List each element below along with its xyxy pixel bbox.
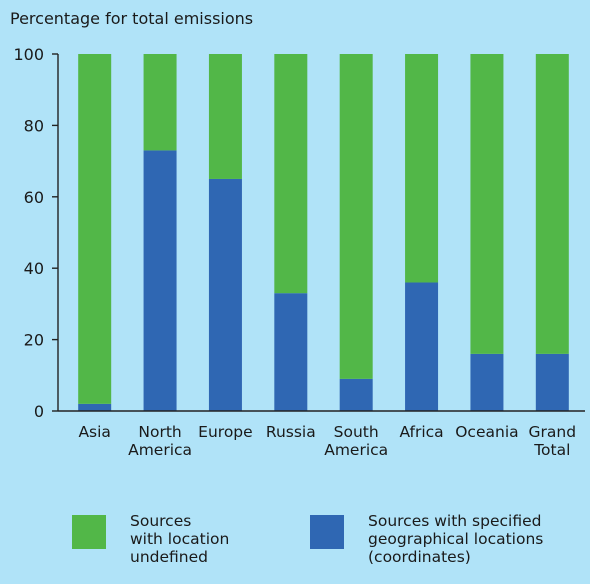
x-tick-label: Grand Total xyxy=(529,423,577,459)
y-tick-label: 0 xyxy=(34,402,44,421)
bar-specified-locations xyxy=(470,353,504,411)
legend-swatch-blue xyxy=(310,515,344,549)
legend-label-specified-locations: Sources with specified geographical loca… xyxy=(368,512,544,566)
bar-specified-locations xyxy=(208,178,242,411)
bar-location-undefined xyxy=(470,54,504,354)
bar-specified-locations xyxy=(339,378,373,411)
x-tick-label: Oceania xyxy=(455,423,518,441)
legend-item-location-undefined: Sources with location undefined xyxy=(72,512,229,566)
x-tick-label: Asia xyxy=(78,423,110,441)
x-axis: Asia North America Europe Russia South America… xyxy=(58,410,585,459)
bar-specified-locations xyxy=(274,293,308,411)
x-tick-label: South America xyxy=(324,423,388,459)
y-axis: 0 20 40 60 80 100 xyxy=(13,45,59,421)
y-tick-label: 20 xyxy=(24,331,44,350)
bar-specified-locations xyxy=(143,150,177,411)
bar-specified-locations xyxy=(535,353,569,411)
bar-location-undefined xyxy=(405,54,439,283)
legend-label-location-undefined: Sources with location undefined xyxy=(130,512,230,566)
legend-swatch-green xyxy=(72,515,106,549)
y-tick-label: 100 xyxy=(13,45,44,64)
bar-location-undefined xyxy=(208,54,242,179)
legend-item-specified-locations: Sources with specified geographical loca… xyxy=(310,512,543,566)
y-tick-label: 60 xyxy=(24,188,44,207)
chart-title: Percentage for total emissions xyxy=(10,9,253,28)
stacked-bar-chart: Percentage for total emissions 0 20 40 60 80… xyxy=(10,9,585,459)
bars xyxy=(78,54,569,411)
bar-location-undefined xyxy=(274,54,308,294)
x-tick-label: North America xyxy=(128,423,192,459)
bar-location-undefined xyxy=(78,54,112,404)
bar-location-undefined xyxy=(535,54,569,354)
y-tick-label: 80 xyxy=(24,116,44,135)
bar-specified-locations xyxy=(405,282,439,411)
bar-location-undefined xyxy=(339,54,373,379)
bar-specified-locations xyxy=(78,403,112,411)
x-tick-label: Africa xyxy=(399,423,443,441)
bar-location-undefined xyxy=(143,54,177,151)
y-tick-label: 40 xyxy=(24,259,44,278)
x-tick-label: Russia xyxy=(266,423,316,441)
x-tick-label: Europe xyxy=(198,423,253,441)
